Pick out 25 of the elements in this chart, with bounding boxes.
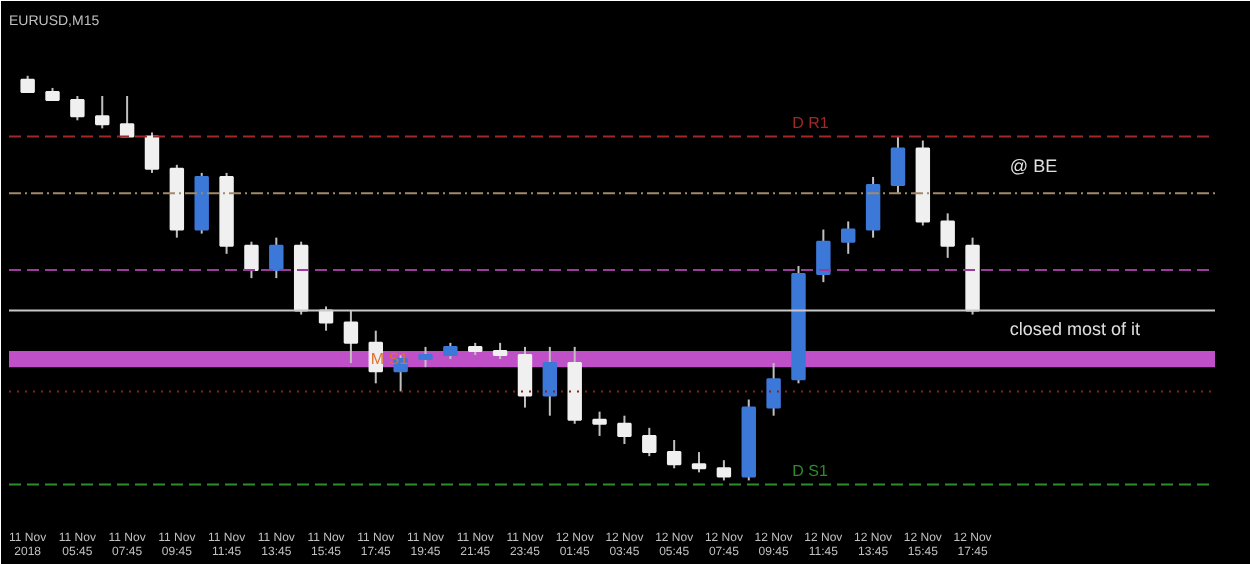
candlestick: [95, 95, 110, 130]
candlestick: [144, 131, 160, 174]
candlestick: [666, 438, 682, 470]
candlestick: [691, 451, 707, 474]
candlestick: [716, 459, 732, 482]
candlestick: [865, 175, 881, 239]
candlestick: [542, 345, 558, 417]
candlestick: [617, 414, 632, 446]
candlestick: [816, 228, 831, 284]
candlestick: [70, 95, 85, 122]
candlestick: [269, 236, 284, 280]
candlestick: [642, 426, 657, 458]
candlestick: [418, 345, 433, 369]
candlestick: [940, 212, 955, 259]
band-label: M S1: [370, 350, 410, 369]
candlestick: [890, 135, 906, 195]
text: closed most of it: [1009, 319, 1141, 340]
candlestick: [592, 410, 607, 437]
text: @ BE: [1009, 155, 1058, 176]
candlestick: [766, 362, 781, 417]
candlestick: [244, 240, 259, 280]
candlestick: [517, 345, 533, 409]
ref-line-label: D S1: [792, 462, 829, 481]
candlestick: [841, 220, 856, 255]
ref-line-label: D R1: [792, 114, 830, 133]
